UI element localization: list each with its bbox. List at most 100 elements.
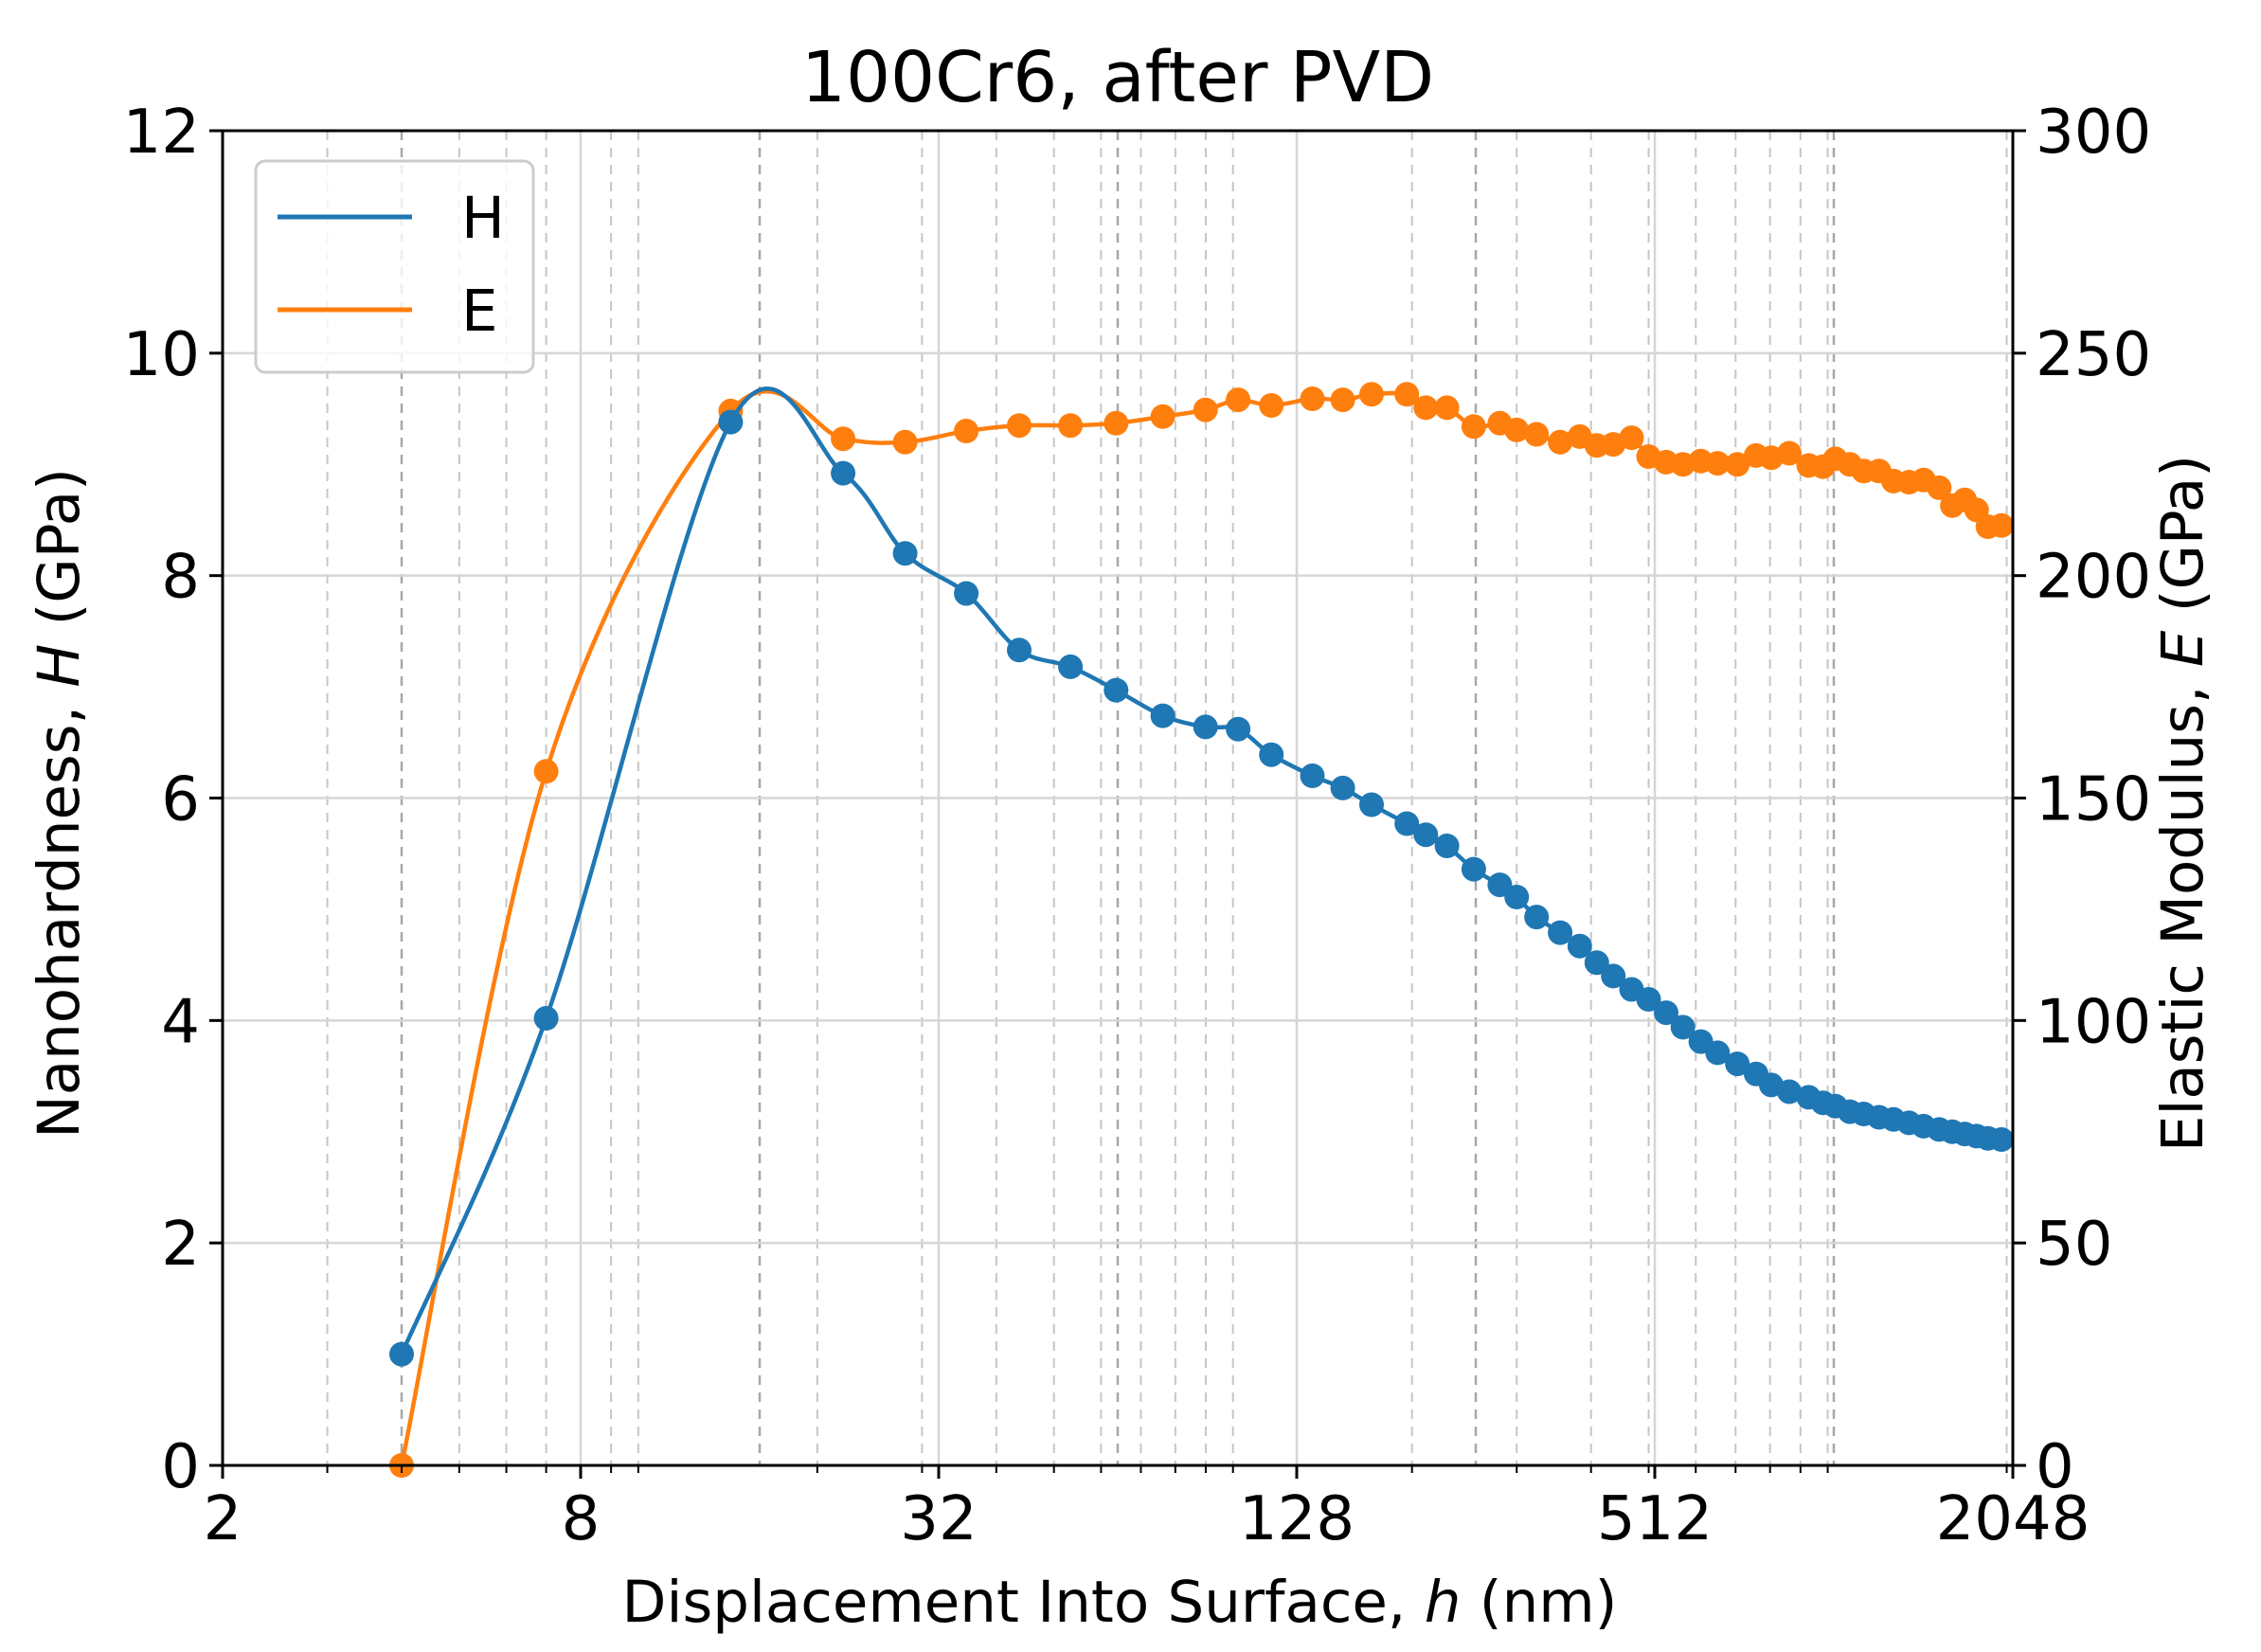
data-point-e <box>1989 512 2014 538</box>
x-tick-label: 32 <box>900 1484 977 1554</box>
x-axis-label-unit: (nm) <box>1461 1569 1617 1636</box>
y-left-tick-label: 0 <box>161 1432 200 1502</box>
series-layer <box>389 382 2014 1478</box>
data-point-e <box>1300 386 1325 411</box>
data-point-e <box>831 426 856 452</box>
data-point-h <box>1461 856 1486 882</box>
data-point-h <box>1104 677 1129 703</box>
data-point-h <box>1330 775 1355 800</box>
x-axis-label-text: Displacement Into Surface, <box>622 1569 1425 1636</box>
y-right-tick-label: 250 <box>2036 320 2151 390</box>
x-axis-label-var: h <box>1425 1569 1462 1636</box>
y-left-tick-label: 10 <box>123 320 200 390</box>
data-point-e <box>1548 429 1573 455</box>
y-left-tick-label: 6 <box>161 765 200 835</box>
data-point-h <box>1007 637 1032 663</box>
data-point-e <box>533 759 559 784</box>
data-point-e <box>1330 387 1355 413</box>
data-point-h <box>1359 792 1384 817</box>
y-axis-left-label-var: H <box>26 644 93 688</box>
data-point-h <box>1413 822 1439 848</box>
data-point-h <box>1725 1051 1750 1077</box>
y-right-tick-label: 300 <box>2036 98 2151 168</box>
data-point-h <box>533 1006 559 1031</box>
data-point-e <box>1705 451 1731 476</box>
y-left-tick-label: 8 <box>161 543 200 613</box>
data-point-e <box>1619 425 1644 451</box>
x-axis-label: Displacement Into Surface, h (nm) <box>622 1569 1618 1636</box>
data-point-h <box>389 1341 414 1367</box>
data-point-h <box>1259 742 1284 767</box>
data-point-h <box>1300 763 1325 788</box>
y-right-tick-label: 100 <box>2036 987 2151 1057</box>
data-point-e <box>954 419 979 443</box>
data-point-h <box>1058 654 1084 679</box>
x-tick-label: 128 <box>1239 1484 1355 1554</box>
data-point-e <box>1461 414 1486 440</box>
y-axis-right-label: Elastic Modulus, E (GPa) <box>2149 455 2216 1152</box>
data-point-h <box>1524 905 1550 930</box>
y-axis-left-label-text: Nanohardness, <box>26 688 93 1139</box>
data-point-e <box>1434 395 1460 421</box>
data-point-e <box>1927 475 1952 500</box>
data-point-h <box>1705 1040 1731 1066</box>
data-point-e <box>1104 410 1129 436</box>
legend: H E <box>254 159 535 374</box>
data-point-h <box>1226 716 1251 742</box>
data-point-e <box>892 429 918 455</box>
data-point-e <box>1359 382 1384 407</box>
legend-box <box>254 159 535 374</box>
data-point-e <box>1777 440 1802 466</box>
data-point-e <box>1394 382 1420 407</box>
y-left-tick-label: 2 <box>161 1210 200 1280</box>
data-point-h <box>1670 1015 1696 1040</box>
data-point-e <box>1226 387 1251 413</box>
data-point-h <box>1636 987 1661 1012</box>
data-point-e <box>1524 422 1550 447</box>
data-point-h <box>1434 834 1460 858</box>
data-point-h <box>1777 1079 1802 1104</box>
data-point-h <box>1654 1000 1678 1026</box>
data-point-h <box>1150 703 1175 728</box>
data-point-h <box>1601 963 1626 989</box>
data-point-e <box>1058 413 1084 439</box>
y-axis-right-label-unit: (GPa) <box>2149 455 2216 631</box>
y-axis-left-label-unit: (GPa) <box>26 468 93 644</box>
y-right-tick-label: 50 <box>2036 1210 2112 1280</box>
data-point-e <box>1007 413 1032 439</box>
data-point-h <box>831 460 856 486</box>
data-point-h <box>1504 885 1530 909</box>
data-point-h <box>1567 933 1592 959</box>
data-point-e <box>1504 417 1530 442</box>
y-left-tick-label: 4 <box>161 987 200 1057</box>
data-point-h <box>1394 811 1420 836</box>
y-left-tick-label: 12 <box>123 98 200 168</box>
data-point-h <box>1193 714 1218 740</box>
y-right-tick-label: 150 <box>2036 765 2151 835</box>
data-point-e <box>1725 452 1750 477</box>
y-right-tick-label: 200 <box>2036 543 2151 613</box>
x-tick-label: 2 <box>204 1484 242 1554</box>
legend-label-h: H <box>461 185 505 252</box>
legend-label-e: E <box>461 278 498 345</box>
data-point-h <box>1548 920 1573 945</box>
y-axis-left-label: Nanohardness, H (GPa) <box>26 468 93 1139</box>
data-point-e <box>1259 393 1284 418</box>
y-axis-right-label-text: Elastic Modulus, <box>2149 667 2216 1152</box>
chart-title: 100Cr6, after PVD <box>801 37 1434 118</box>
axis-ticks <box>209 129 2026 1479</box>
data-point-h <box>954 581 979 606</box>
x-tick-label: 2048 <box>1936 1484 2091 1554</box>
y-axis-right-label-var: E <box>2149 630 2216 667</box>
y-right-tick-label: 0 <box>2036 1432 2074 1502</box>
data-point-h <box>718 409 744 435</box>
data-point-h <box>1584 950 1609 976</box>
data-point-h <box>1989 1127 2014 1152</box>
axis-tick-labels: 2 8 32 128 512 204802468101205010015020025030… <box>123 98 2152 1554</box>
data-point-e <box>1150 404 1175 429</box>
data-point-h <box>892 541 918 566</box>
x-tick-label: 8 <box>562 1484 601 1554</box>
x-tick-label: 512 <box>1597 1484 1713 1554</box>
data-point-e <box>1193 397 1218 422</box>
